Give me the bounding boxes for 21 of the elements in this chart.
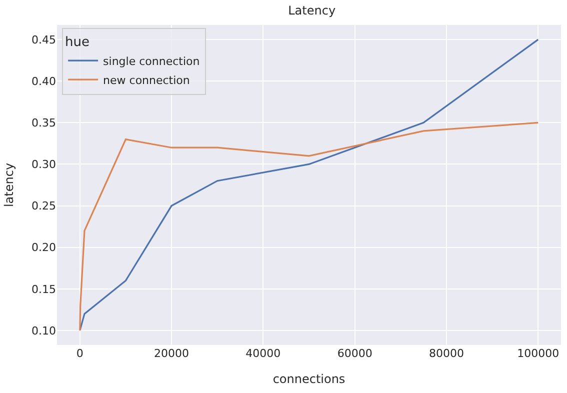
- y-tick-label: 0.35: [32, 116, 56, 130]
- line-series: [79, 122, 539, 332]
- legend-label: single connection: [103, 54, 200, 68]
- y-tick-label: 0.10: [32, 324, 56, 338]
- legend-title: hue: [65, 35, 90, 50]
- x-tick-label: 20000: [154, 347, 190, 360]
- y-axis-title: latency: [2, 162, 16, 208]
- x-axis-title: connections: [272, 372, 346, 386]
- x-tick-label: 60000: [337, 347, 372, 360]
- x-tick-label: 0: [76, 347, 84, 360]
- y-tick-label: 0.20: [32, 241, 56, 254]
- chart-title: Latency: [288, 3, 336, 18]
- x-tick-label: 80000: [428, 347, 464, 360]
- y-tick-label: 0.30: [32, 158, 56, 172]
- y-tick-label: 0.45: [32, 33, 56, 46]
- legend-label: new connection: [103, 74, 190, 87]
- y-tick-label: 0.15: [32, 282, 56, 296]
- y-tick-label: 0.40: [32, 74, 56, 88]
- x-tick-label: 100000: [517, 347, 560, 360]
- x-tick-label: 40000: [246, 347, 281, 360]
- y-tick-label: 0.25: [32, 200, 56, 213]
